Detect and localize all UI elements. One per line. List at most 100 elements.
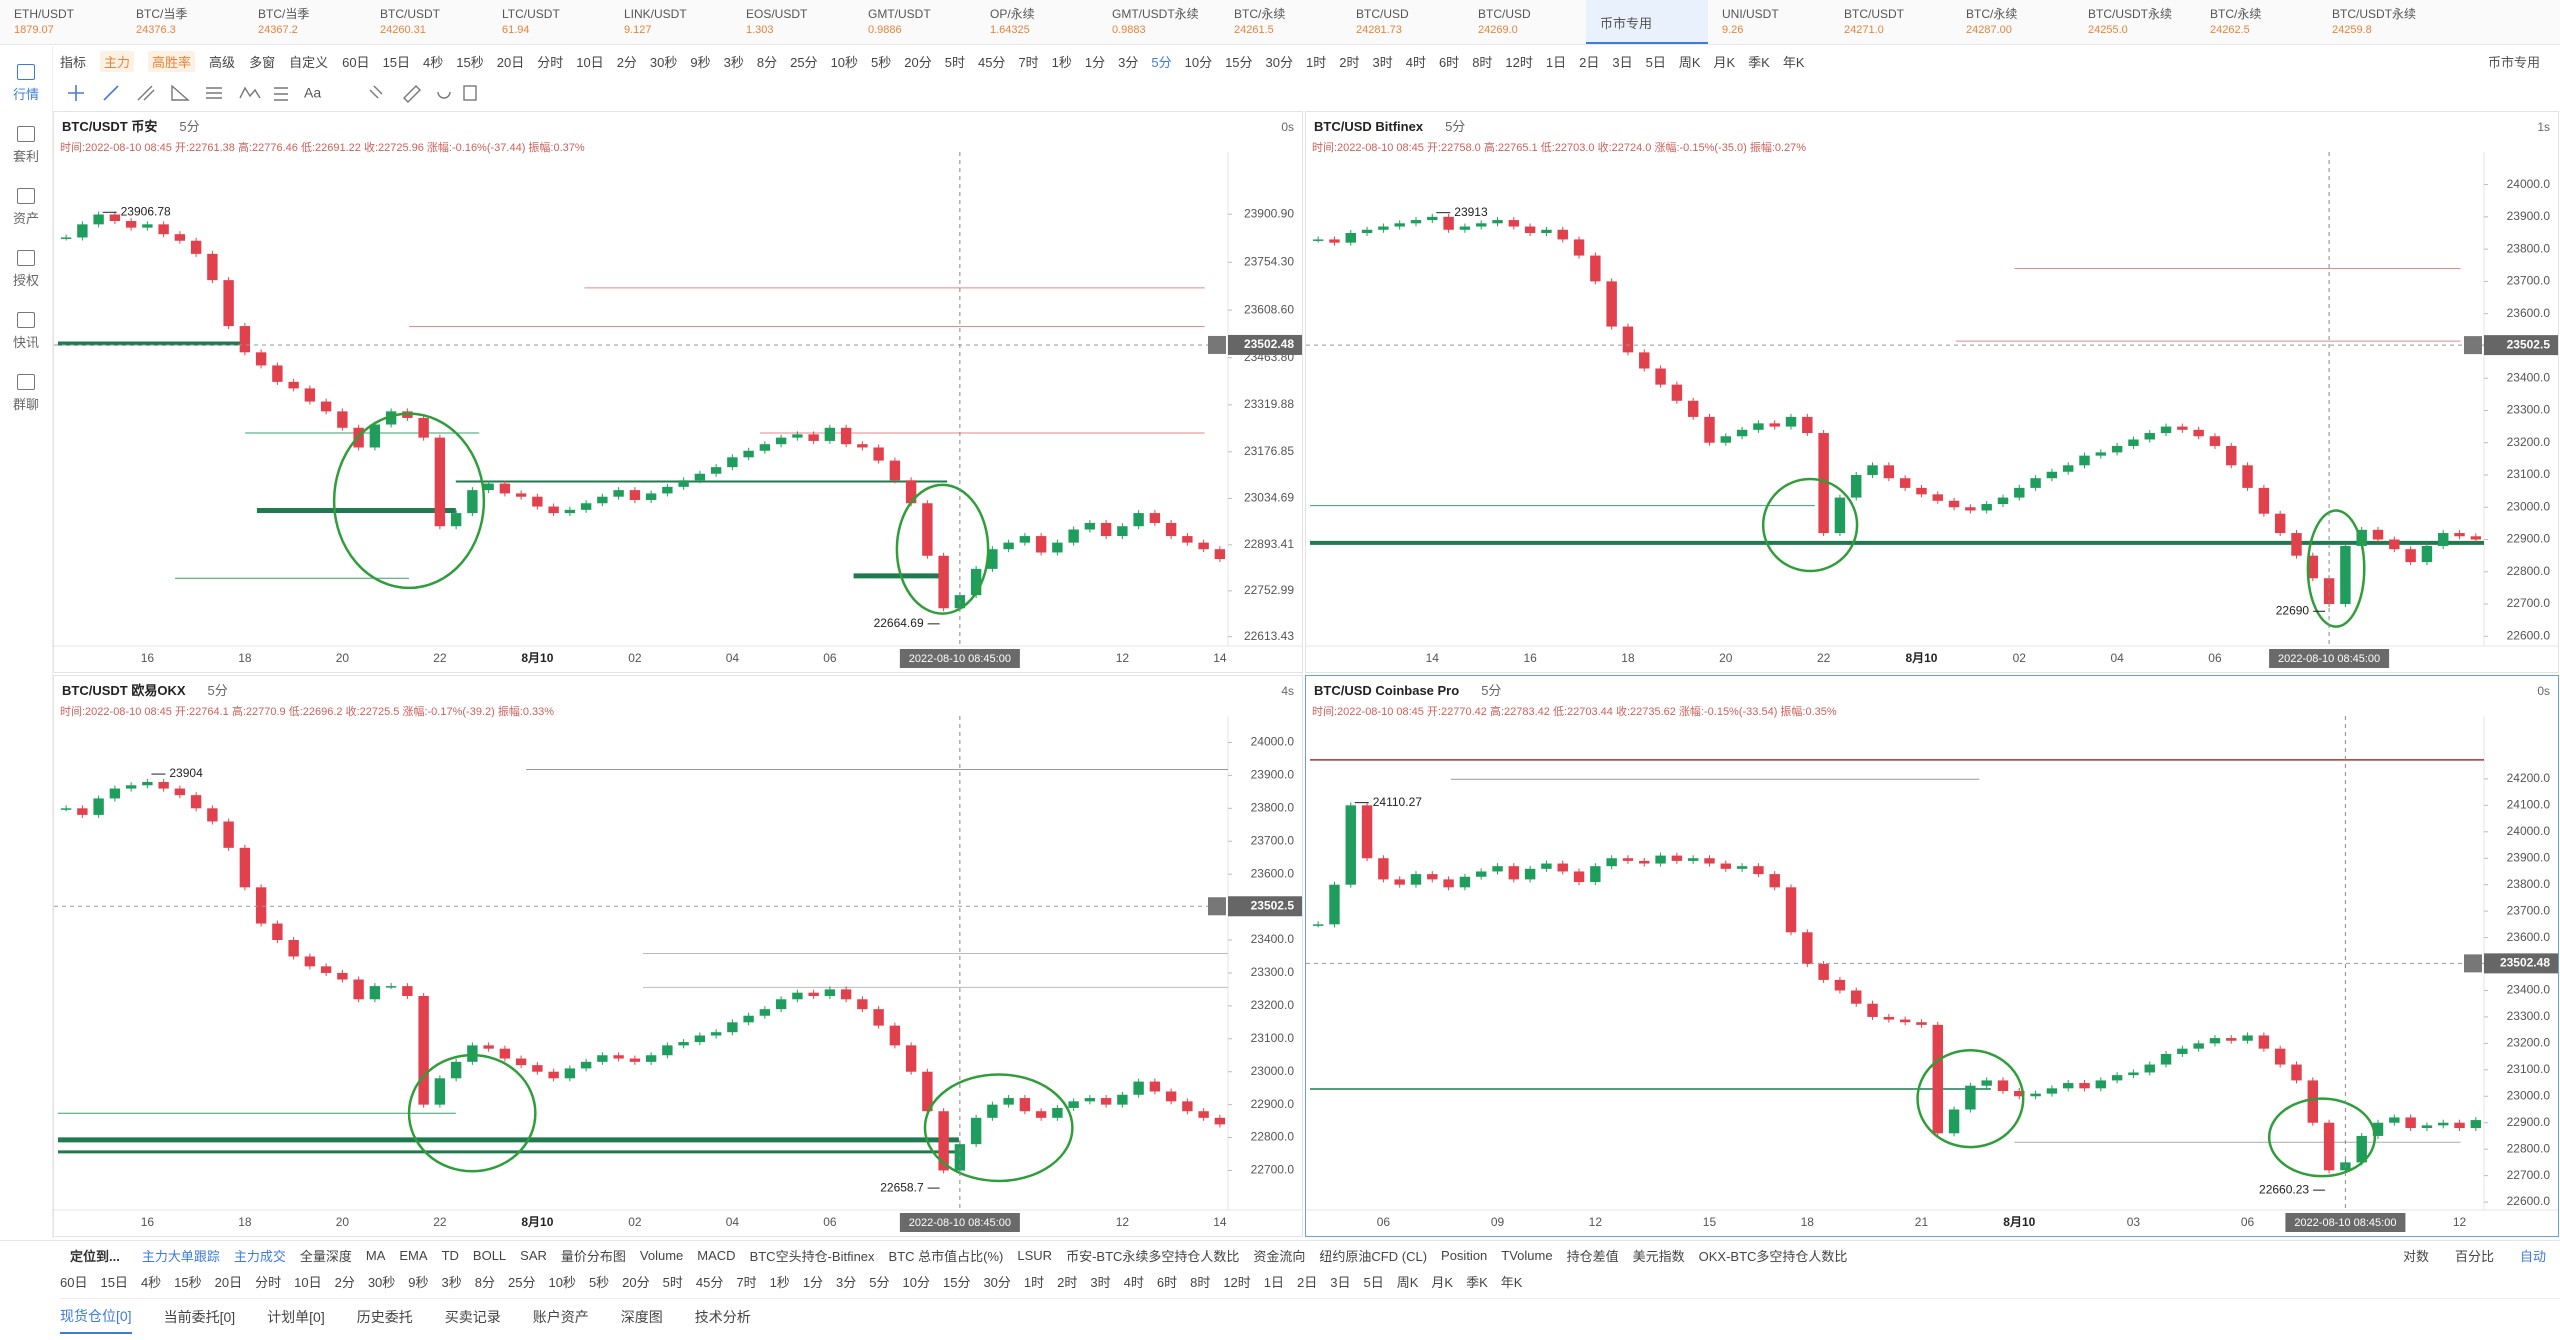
ticker-item[interactable]: UNI/USDT 9.26: [1708, 0, 1830, 44]
scale-button[interactable]: 百分比: [2454, 1248, 2494, 1264]
interval-button[interactable]: 3时: [1372, 54, 1393, 70]
interval-button[interactable]: 9秒: [690, 54, 711, 70]
interval-button[interactable]: 季K: [1466, 1274, 1488, 1290]
interval-button[interactable]: 3分: [836, 1274, 857, 1290]
interval-button[interactable]: 年K: [1782, 54, 1805, 70]
interval-button[interactable]: 8分: [756, 54, 778, 70]
ticker-item[interactable]: BTC/USDT永续 24255.0: [2074, 0, 2196, 44]
interval-button[interactable]: 15分: [942, 1274, 971, 1290]
interval-button[interactable]: 3时: [1090, 1274, 1111, 1290]
interval-button[interactable]: 4时: [1123, 1274, 1144, 1290]
ticker-item[interactable]: BTC/永续 24287.00: [1952, 0, 2074, 44]
interval-button[interactable]: 5日: [1645, 54, 1666, 70]
indicator-button[interactable]: BOLL: [472, 1247, 507, 1263]
interval-button[interactable]: 7时: [736, 1274, 757, 1290]
ticker-item[interactable]: BTC/USDT永续 24259.8: [2318, 0, 2440, 44]
toolbar-button[interactable]: 高胜率: [148, 50, 196, 72]
interval-button[interactable]: 月K: [1431, 1274, 1454, 1290]
toolbar-button[interactable]: 高级: [209, 54, 236, 70]
interval-button[interactable]: 2日: [1579, 54, 1600, 70]
interval-button[interactable]: 15秒: [174, 1274, 202, 1290]
order-tab[interactable]: 历史委托: [356, 1309, 413, 1325]
ruler-tool[interactable]: [369, 85, 383, 99]
indicator-button[interactable]: MACD: [697, 1247, 736, 1263]
ticker-item[interactable]: BTC/永续 24262.5: [2196, 0, 2318, 44]
interval-button[interactable]: 1日: [1263, 1274, 1285, 1290]
ticker-item[interactable]: LTC/USDT 61.94: [488, 0, 610, 44]
locate-button[interactable]: 定位到...: [70, 1248, 120, 1264]
interval-button[interactable]: 分时: [537, 54, 564, 70]
interval-button[interactable]: 6时: [1156, 1274, 1178, 1290]
interval-button[interactable]: 5秒: [871, 54, 892, 70]
interval-button[interactable]: 1分: [802, 1274, 824, 1290]
text-tool[interactable]: Aa: [304, 85, 321, 101]
toolbar-button[interactable]: 多窗: [249, 54, 276, 70]
ticker-item[interactable]: OP/永续 1.64325: [976, 0, 1098, 44]
interval-button[interactable]: 5分: [1151, 54, 1172, 70]
pen-tool[interactable]: [403, 85, 421, 103]
ticker-item[interactable]: BTC/当季 24367.2: [244, 0, 366, 44]
interval-button[interactable]: 6时: [1438, 54, 1460, 70]
indicator-button[interactable]: MA: [365, 1247, 386, 1263]
toolbar-right[interactable]: 币市专用: [2487, 54, 2540, 70]
indicator-button[interactable]: 主力大单跟踪: [141, 1248, 220, 1264]
interval-button[interactable]: 2日: [1297, 1274, 1318, 1290]
interval-button[interactable]: 8时: [1190, 1274, 1211, 1290]
interval-button[interactable]: 30秒: [367, 1274, 396, 1290]
interval-button[interactable]: 2分: [616, 54, 637, 70]
delete-tool[interactable]: [463, 85, 477, 101]
interval-button[interactable]: 15日: [382, 54, 411, 70]
interval-button[interactable]: 15分: [1225, 54, 1253, 70]
interval-button[interactable]: 20分: [904, 54, 932, 70]
interval-button[interactable]: 45分: [695, 1274, 724, 1290]
interval-button[interactable]: 3日: [1612, 54, 1633, 70]
indicator-button[interactable]: 纽约原油CFD (CL): [1319, 1248, 1428, 1264]
sidebar-item[interactable]: 快讯: [0, 312, 52, 351]
interval-button[interactable]: 10分: [1184, 54, 1213, 70]
interval-button[interactable]: 10秒: [830, 54, 859, 70]
interval-button[interactable]: 60日: [342, 54, 370, 70]
indicator-button[interactable]: 币安-BTC永续多空持仓人数比: [1066, 1248, 1240, 1264]
interval-button[interactable]: 10分: [902, 1274, 930, 1290]
toolbar-button[interactable]: 自定义: [289, 54, 329, 70]
ticker-item[interactable]: EOS/USDT 1.303: [732, 0, 854, 44]
indicator-button[interactable]: Position: [1441, 1247, 1488, 1263]
interval-button[interactable]: 1时: [1306, 54, 1327, 70]
interval-button[interactable]: 10日: [294, 1274, 322, 1290]
line-tool[interactable]: [103, 85, 119, 101]
interval-button[interactable]: 1分: [1084, 54, 1106, 70]
indicator-button[interactable]: 主力成交: [233, 1248, 286, 1264]
interval-button[interactable]: 15秒: [456, 54, 484, 70]
interval-button[interactable]: 4秒: [423, 54, 444, 70]
ticker-item[interactable]: BTC/USD 24281.73: [1342, 0, 1464, 44]
interval-button[interactable]: 20日: [496, 54, 525, 70]
indicator-button[interactable]: 量价分布图: [560, 1248, 626, 1264]
interval-button[interactable]: 分时: [255, 1274, 282, 1290]
interval-button[interactable]: 30秒: [649, 54, 678, 70]
interval-button[interactable]: 7时: [1018, 54, 1039, 70]
interval-button[interactable]: 45分: [977, 54, 1006, 70]
fib-tool[interactable]: [206, 87, 222, 99]
interval-button[interactable]: 周K: [1678, 54, 1701, 70]
interval-button[interactable]: 季K: [1748, 54, 1770, 70]
interval-button[interactable]: 1时: [1023, 1274, 1045, 1290]
indicator-button[interactable]: 持仓差值: [1566, 1248, 1619, 1264]
interval-button[interactable]: 25分: [508, 1274, 536, 1290]
interval-button[interactable]: 30分: [1265, 54, 1294, 70]
interval-button[interactable]: 60日: [60, 1274, 88, 1290]
toolbar-button[interactable]: 指标: [60, 54, 87, 70]
interval-button[interactable]: 年K: [1500, 1274, 1523, 1290]
toolbar-button[interactable]: 主力: [100, 50, 135, 72]
ticker-item[interactable]: 币市专用: [1586, 0, 1708, 44]
order-tab[interactable]: 计划单[0]: [267, 1309, 325, 1325]
order-tab[interactable]: 账户资产: [532, 1309, 589, 1325]
interval-button[interactable]: 25分: [790, 54, 818, 70]
indicator-button[interactable]: SAR: [520, 1247, 547, 1263]
indicator-button[interactable]: Volume: [639, 1247, 684, 1263]
sidebar-item[interactable]: 授权: [0, 250, 52, 289]
interval-button[interactable]: 3秒: [441, 1274, 462, 1290]
order-tab[interactable]: 技术分析: [694, 1309, 751, 1325]
interval-button[interactable]: 3分: [1118, 54, 1139, 70]
interval-button[interactable]: 2分: [334, 1274, 355, 1290]
triangle-tool[interactable]: [171, 84, 190, 101]
